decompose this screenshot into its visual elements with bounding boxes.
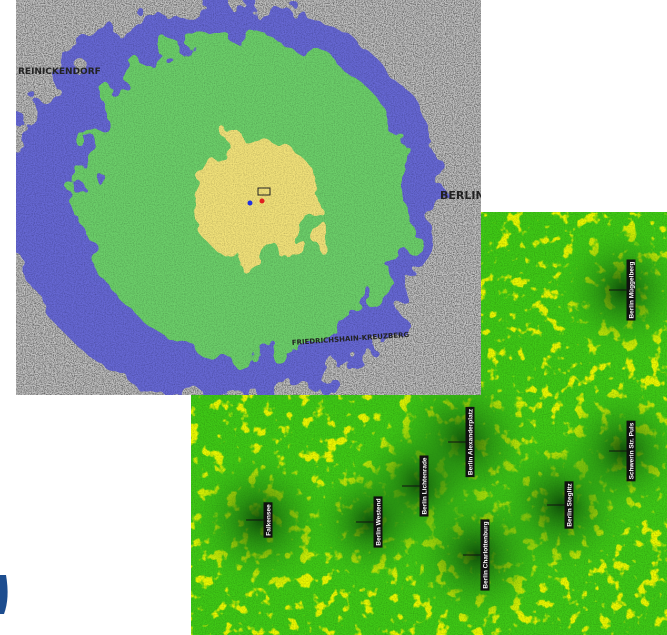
- station-name: Berlin Westend: [375, 498, 382, 545]
- station-label: Berlin Alexanderplatz: [465, 406, 475, 478]
- station-label-bg: [564, 481, 574, 529]
- station-name: Berlin Alexanderplatz: [467, 408, 474, 475]
- station-name: Berlin Lichtenrade: [421, 457, 428, 514]
- station-label: Berlin Westend: [373, 496, 383, 548]
- station-label: Falkensee: [263, 502, 273, 538]
- station-label-bg: [626, 420, 636, 482]
- coverage-map: REINICKENDORF BERLIN FRIEDRICHSHAIN-KREU…: [16, 0, 485, 395]
- station-label-bg: [263, 502, 273, 538]
- station-name: Berlin Steglitz: [566, 483, 573, 527]
- logo-fragment: [0, 575, 8, 614]
- station-label: Berlin Charlottenburg: [480, 519, 490, 591]
- site-box: [257, 187, 271, 196]
- station-name: Falkensee: [265, 504, 272, 536]
- station-group: Berlin Müggelberg Berlin Alexanderplatz Be…: [191, 220, 667, 630]
- station-name: Berlin Müggelberg: [628, 261, 635, 318]
- station-label-bg: [480, 519, 490, 591]
- district-label: REINICKENDORF: [18, 67, 101, 77]
- station-label-bg: [626, 259, 636, 321]
- site-marker: [259, 198, 265, 204]
- station-label-bg: [419, 455, 429, 517]
- station-name: Berlin Charlottenburg: [482, 521, 489, 588]
- station-label-bg: [465, 406, 475, 478]
- site-marker: [247, 200, 253, 206]
- station-label-bg: [373, 496, 383, 548]
- station-label: Schwerin Str. Puls: [626, 420, 636, 482]
- station-name: Schwerin Str. Puls: [628, 422, 635, 479]
- field-map: Berlin Müggelberg Berlin Alexanderplatz Be…: [191, 212, 667, 635]
- station-label: Berlin Müggelberg: [626, 259, 636, 321]
- city-label: BERLIN: [440, 189, 485, 202]
- station-label: Berlin Steglitz: [564, 481, 574, 529]
- station-label: Berlin Lichtenrade: [419, 455, 429, 517]
- overlay-texture: [16, 0, 481, 395]
